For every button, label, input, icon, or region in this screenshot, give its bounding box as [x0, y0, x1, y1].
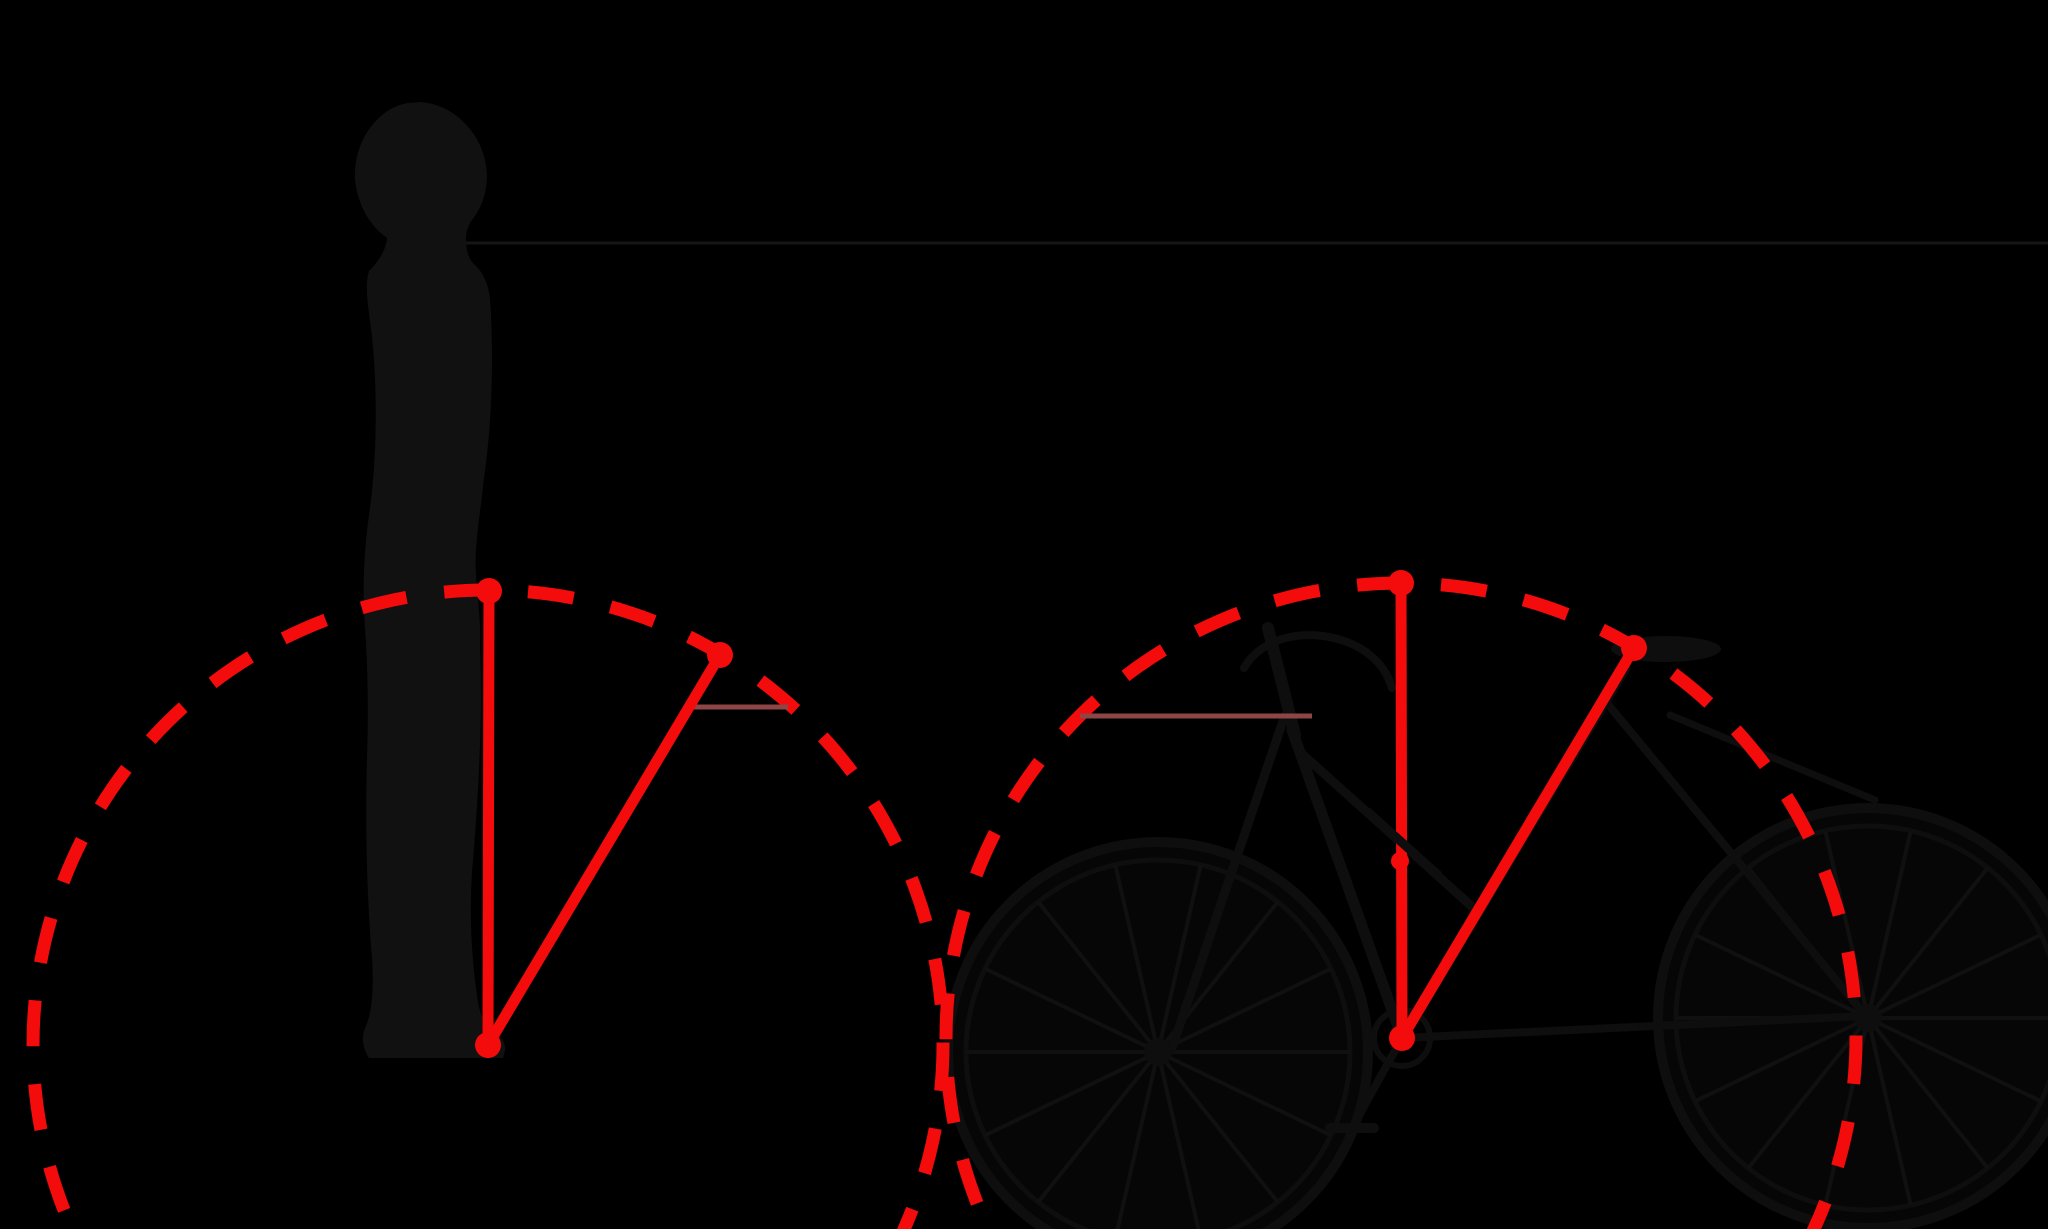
down-tube	[1286, 724, 1408, 1044]
rear-wheel-spoke	[1746, 1016, 1870, 1170]
bike-saddle-point	[1621, 635, 1647, 661]
bike-standover-point	[1391, 852, 1409, 870]
frame-overlay-layer	[1363, 807, 1443, 880]
rear-wheel-spoke	[1867, 932, 2042, 1020]
handlebar	[1240, 631, 1396, 692]
person-inseam-vertical-line	[482, 590, 495, 1046]
front-wheel-spoke	[1157, 966, 1332, 1054]
rear-wheel-spoke	[1823, 830, 1870, 1019]
crank-arm	[1348, 1034, 1406, 1132]
rear-wheel-spoke	[1866, 866, 1990, 1020]
front-wheel-spoke	[1036, 1050, 1160, 1204]
front-wheel-spoke	[1156, 864, 1203, 1053]
front-wheel-spoke	[1156, 1051, 1201, 1229]
front-wheel-spoke	[1113, 864, 1160, 1053]
front-wheel-spoke	[1115, 1051, 1160, 1229]
seat-stay	[1602, 698, 1870, 1020]
rear-wheel-spoke	[1694, 932, 1869, 1020]
front-wheel-spoke	[984, 966, 1159, 1054]
person-silhouette	[354, 102, 506, 1058]
rear-wheel-spoke	[1694, 1016, 1869, 1104]
rear-wheel-spoke	[1866, 830, 1913, 1019]
front-wheel-hub	[1144, 1038, 1172, 1066]
front-wheel	[943, 837, 1373, 1229]
person-rotated-radius-point	[707, 642, 733, 668]
rear-rack	[1666, 711, 1879, 804]
bike-circle-top-point	[1388, 570, 1414, 596]
chain-stay	[1398, 1012, 1870, 1042]
person-ground-point	[475, 1032, 501, 1058]
rear-wheel-spoke	[1866, 1016, 1990, 1170]
front-wheel-spoke	[1157, 1050, 1332, 1138]
front-wheel-spoke	[984, 1050, 1159, 1138]
bike-seat-tube-line	[1397, 645, 1639, 1041]
person-silhouette-layer	[354, 102, 506, 1058]
front-wheel-tire	[943, 837, 1373, 1229]
rear-wheel-spoke	[1866, 1017, 1913, 1206]
bike-seat-height-vertical-line	[1395, 582, 1408, 1039]
inseam-circles-layer	[26, 576, 1863, 1229]
measurement-ticks-layer	[692, 704, 1312, 719]
bike-bottom-bracket-point	[1389, 1025, 1415, 1051]
fork	[1167, 710, 1290, 1053]
measurement-points-layer	[475, 570, 1647, 1058]
rear-wheel-spoke	[1867, 1016, 2042, 1104]
top-tube-over-red	[1363, 807, 1443, 880]
person-inseam-rotated-line	[483, 652, 725, 1048]
person-crotch-point	[476, 578, 502, 604]
front-wheel-spoke	[1036, 900, 1160, 1054]
measurement-lines-layer	[482, 582, 1639, 1048]
front-wheel-spoke	[1156, 1050, 1280, 1204]
bicycle-silhouette-layer	[943, 622, 2048, 1229]
